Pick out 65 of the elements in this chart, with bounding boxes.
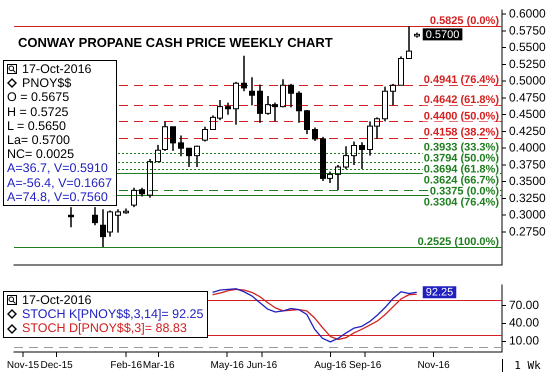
ref-line-label: 0.4941 (76.4%)	[424, 74, 500, 86]
annotation: NC= 0.0025	[7, 147, 74, 162]
x-tick-label: Aug-16	[314, 360, 347, 371]
y-tick-label: 0.3500	[509, 174, 546, 188]
candlestick	[406, 25, 412, 59]
text: 1 Wk	[502, 359, 552, 372]
candlestick	[343, 145, 349, 170]
annotation: 0.5700	[426, 28, 460, 41]
y-tick-label: 0.4250	[509, 124, 546, 138]
y-tick-label: 0.4000	[509, 140, 546, 155]
y-tick-label: 0.4750	[509, 90, 546, 104]
annotation: L = 0.5650	[7, 118, 66, 134]
annotation: A=36.7, V=0.5910	[7, 161, 108, 176]
candlestick	[194, 146, 200, 168]
candlestick	[233, 81, 239, 126]
y-tick-label: 0.3000	[509, 208, 546, 222]
candlestick	[335, 164, 341, 191]
y-tick-label: 0.3750	[509, 157, 546, 172]
ref-line-label: 0.2525 (100.0%)	[418, 236, 500, 248]
ref-line-label: 0.4158 (38.2%)	[424, 126, 500, 139]
annotation: PNOY$$	[22, 76, 72, 90]
y-tick-label: 0.4500	[509, 107, 546, 122]
annotation: A=74.8, V=0.7560	[7, 190, 108, 204]
y-tick-label: 40.00	[509, 316, 540, 330]
annotation: H = 0.5725	[7, 104, 69, 119]
x-tick-label: Sep-16	[349, 360, 382, 371]
x-tick-label: Feb-16	[110, 360, 142, 371]
y-tick-label: 10.00	[509, 334, 540, 348]
ref-line-label: 0.3304 (76.4%)	[424, 196, 500, 209]
candlestick	[382, 86, 388, 122]
x-tick-label: May-16	[210, 360, 244, 371]
annotation: A=-56.4, V=0.1667	[7, 176, 112, 190]
candlestick	[280, 78, 286, 108]
ref-line-label: 0.3694 (61.8%)	[424, 164, 500, 176]
annotation: 92.25	[426, 286, 454, 299]
y-tick-label: 0.5250	[509, 56, 546, 71]
annotation: O = 0.5675	[7, 90, 70, 105]
annotation: 17-Oct-2016	[22, 293, 92, 308]
y-tick-label: 0.6000	[509, 6, 546, 21]
ref-line-label: 0.3933 (33.3%)	[424, 142, 500, 154]
candlestick	[115, 208, 121, 234]
ref-line-label: 0.5825 (0.0%)	[430, 14, 500, 27]
candlestick	[390, 83, 396, 106]
y-tick-label: 0.5500	[509, 40, 546, 54]
ref-line-label: 0.4642 (61.8%)	[424, 94, 500, 106]
x-tick-label: Nov-15	[6, 360, 40, 371]
series-label: STOCH K[PNOY$$,3,14]= 92.25	[22, 307, 204, 322]
y-tick-label: 0.5750	[509, 23, 546, 38]
ref-line-label: 0.3794 (50.0%)	[424, 152, 500, 165]
annotation: 17-Oct-2016	[22, 62, 92, 76]
x-tick-label: Mar-16	[142, 360, 175, 371]
text: CONWAY PROPANE CASH PRICE WEEKLY CHART	[18, 35, 333, 50]
y-tick-label: 0.3250	[509, 190, 546, 205]
ref-line-label: 0.4400 (50.0%)	[424, 110, 500, 122]
annotation: La= 0.5700	[7, 133, 70, 148]
y-tick-label: 70.00	[509, 298, 540, 312]
x-tick-label: Dec-15	[40, 360, 74, 371]
y-tick-label: 0.5000	[509, 74, 546, 88]
x-tick-label: Nov-16	[417, 360, 450, 371]
text: STOCH D[PNOY$$,3]= 88.83	[22, 321, 187, 336]
ref-line-label: 0.3624 (66.7%)	[424, 174, 500, 187]
y-tick-label: 0.2750	[509, 224, 546, 238]
ref-line-label: 0.3375 (0.0%)	[430, 186, 500, 198]
x-tick-label: Jun-16	[246, 360, 278, 371]
candlestick	[351, 140, 357, 166]
